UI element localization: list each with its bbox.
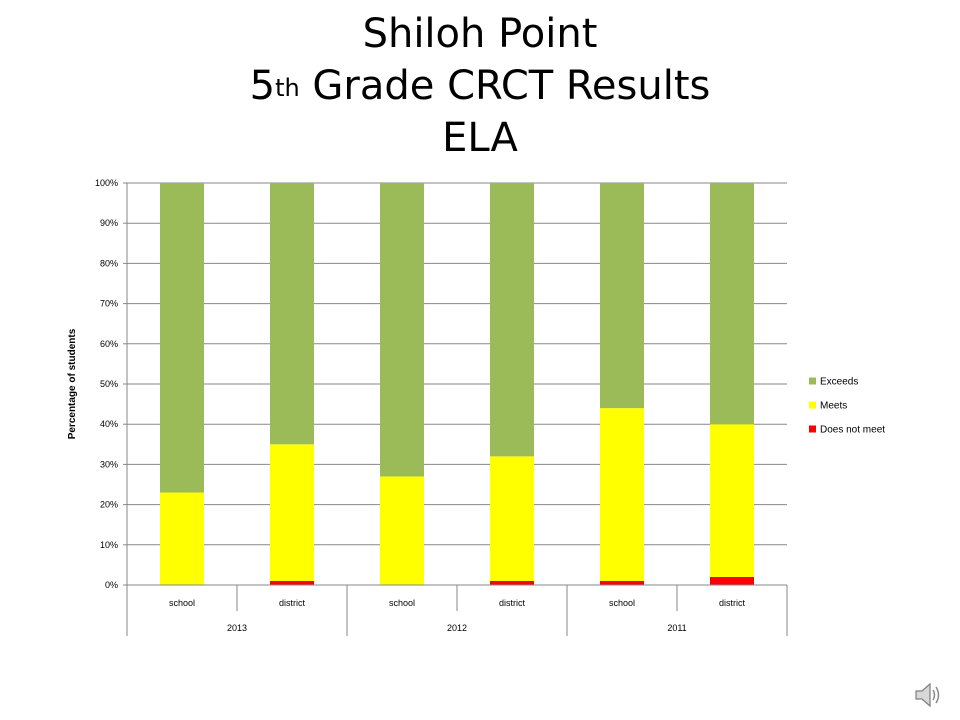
y-tick-label: 80% <box>100 258 118 268</box>
title-line-1: Shiloh Point <box>362 11 598 57</box>
y-axis-title: Percentage of students <box>67 328 78 439</box>
y-tick-label: 100% <box>95 178 118 188</box>
y-tick-label: 50% <box>100 379 118 389</box>
y-tick-label: 30% <box>100 459 118 469</box>
x-category-label: district <box>279 598 306 608</box>
slide-title: Shiloh Point 5th Grade CRCT Results ELA <box>0 8 960 164</box>
x-group-label: 2011 <box>667 623 686 633</box>
speaker-icon[interactable] <box>913 681 943 709</box>
title-grade-rest: Grade CRCT Results <box>299 63 711 109</box>
bar-segment-meets <box>160 492 204 585</box>
y-tick-label: 10% <box>100 540 118 550</box>
legend-label: Does not meet <box>820 425 885 436</box>
title-grade-number: 5 <box>249 63 276 109</box>
x-category-label: school <box>609 598 635 608</box>
title-line-2: 5th Grade CRCT Results <box>0 60 960 112</box>
bar-segment-does-not-meet <box>600 580 644 585</box>
bar-segment-does-not-meet <box>490 580 534 585</box>
x-category-label: district <box>499 598 526 608</box>
title-grade-suffix: th <box>275 74 300 102</box>
bar-segment-exceeds <box>710 183 754 425</box>
legend-swatch <box>809 401 816 409</box>
legend-label: Meets <box>820 401 847 412</box>
legend-label: Exceeds <box>820 377 858 388</box>
y-tick-label: 90% <box>100 218 118 228</box>
bar-segment-exceeds <box>600 183 644 409</box>
bar-segment-exceeds <box>270 183 314 445</box>
title-line-3: ELA <box>442 115 518 161</box>
y-tick-label: 20% <box>100 500 118 510</box>
bar-segment-exceeds <box>380 183 424 477</box>
x-category-label: district <box>719 598 746 608</box>
bar-segment-meets <box>490 456 534 581</box>
bar-segment-does-not-meet <box>270 580 314 585</box>
bar-segment-exceeds <box>160 183 204 493</box>
y-tick-label: 70% <box>100 299 118 309</box>
y-tick-label: 40% <box>100 419 118 429</box>
bar-segment-meets <box>380 476 424 585</box>
x-category-label: school <box>169 598 195 608</box>
bar-segment-meets <box>710 424 754 577</box>
x-group-label: 2013 <box>227 623 247 633</box>
bar-segment-meets <box>270 444 314 581</box>
x-category-label: school <box>389 598 415 608</box>
y-tick-label: 0% <box>105 580 118 590</box>
x-group-label: 2012 <box>447 623 467 633</box>
bar-segment-does-not-meet <box>710 576 754 585</box>
legend-swatch <box>809 377 816 385</box>
bar-segment-meets <box>600 408 644 581</box>
y-tick-label: 60% <box>100 339 118 349</box>
legend-swatch <box>809 425 816 433</box>
bar-segment-exceeds <box>490 183 534 457</box>
